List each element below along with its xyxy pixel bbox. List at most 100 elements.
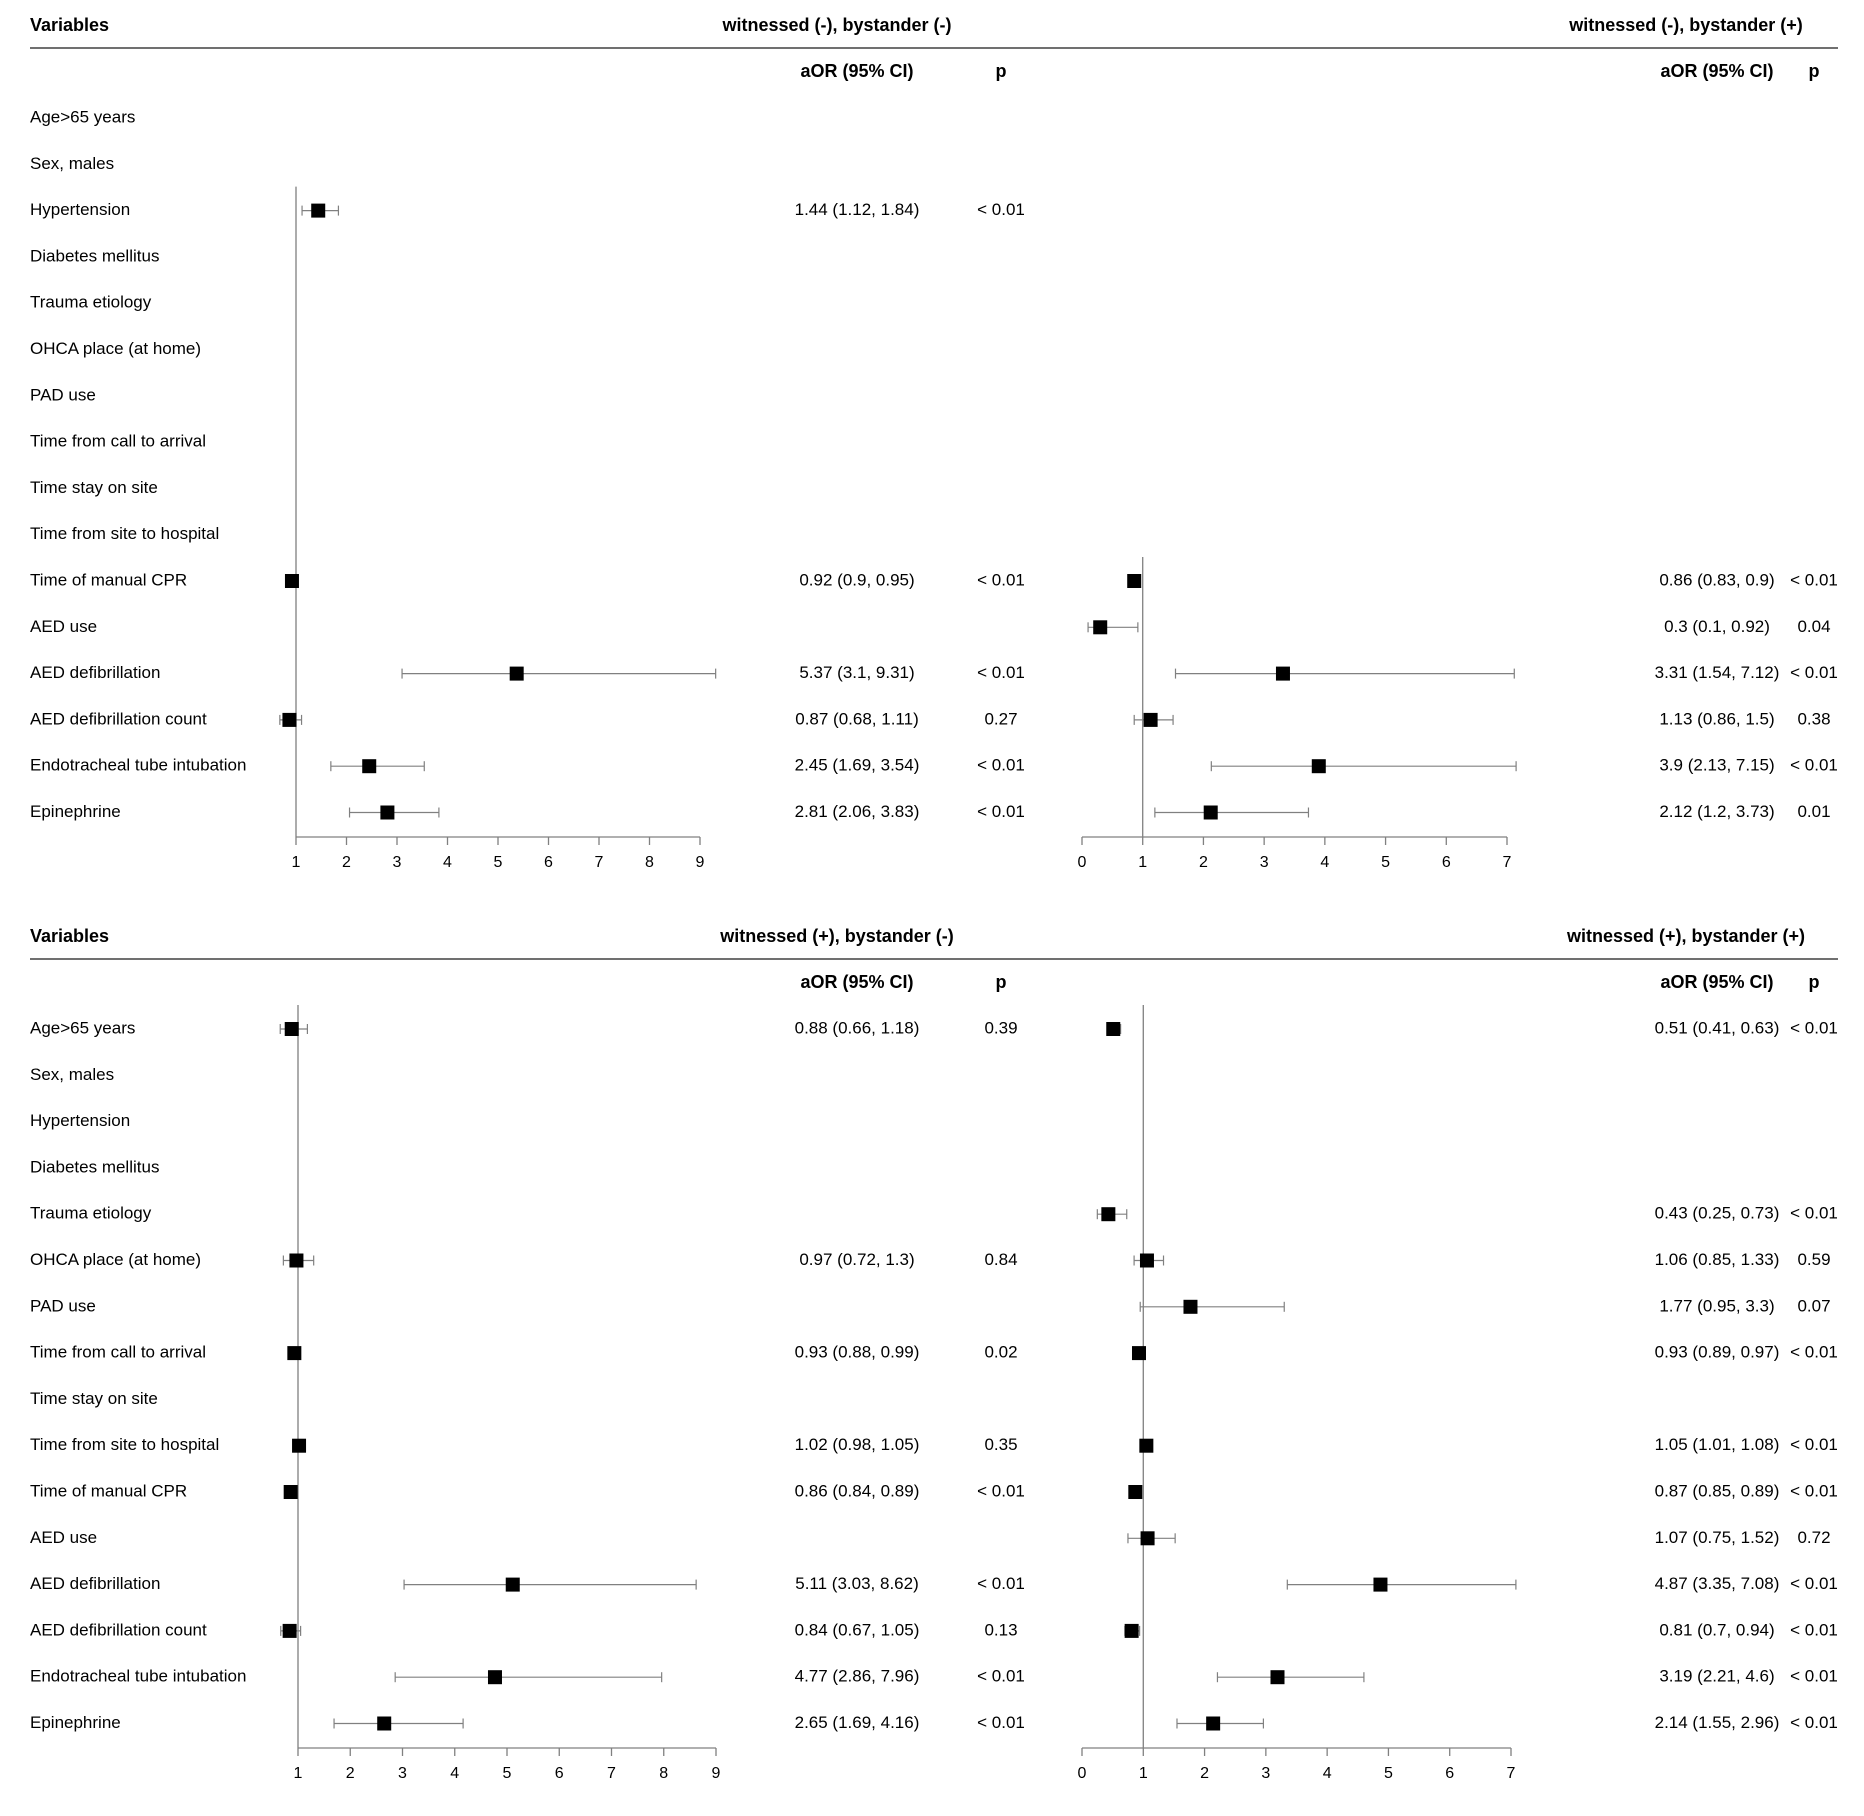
x-tick-label: 7 [1507,1765,1516,1782]
x-tick-label: 2 [1199,854,1208,871]
aor-value: 3.19 (2.21, 4.6) [1659,1667,1774,1686]
variables-header: Variables [30,926,109,946]
x-tick-label: 5 [1381,854,1390,871]
aor-value: 1.06 (0.85, 1.33) [1655,1250,1780,1269]
p-value: < 0.01 [977,802,1025,821]
p-value: < 0.01 [1790,1435,1838,1454]
p-value: < 0.01 [977,1713,1025,1732]
x-tick-label: 4 [1320,854,1329,871]
aor-value: 1.77 (0.95, 3.3) [1659,1296,1774,1315]
p-value: < 0.01 [1790,570,1838,589]
x-tick-label: 5 [494,854,503,871]
aor-value: 5.37 (3.1, 9.31) [799,663,914,682]
left-p-header: p [996,61,1007,81]
aor-value: 1.07 (0.75, 1.52) [1655,1528,1780,1547]
p-value: 0.59 [1797,1250,1830,1269]
variable-label: Hypertension [30,1111,130,1130]
point-estimate-marker [283,1485,298,1499]
variable-label: Diabetes mellitus [30,1157,159,1176]
variable-label: Endotracheal tube intubation [30,1667,246,1686]
variable-label: OHCA place (at home) [30,339,201,358]
point-estimate-marker [287,1346,302,1361]
x-tick-label: 2 [346,1765,355,1782]
p-value: < 0.01 [977,1481,1025,1500]
x-tick-label: 7 [595,854,604,871]
aor-value: 0.87 (0.68, 1.11) [795,709,919,728]
variable-label: PAD use [30,385,96,404]
variable-label: AED use [30,1528,97,1547]
point-estimate-marker [1275,666,1290,681]
variables-header: Variables [30,15,109,35]
p-value: < 0.01 [977,756,1025,775]
aor-value: 0.93 (0.89, 0.97) [1655,1343,1780,1362]
p-value: < 0.01 [1790,1713,1838,1732]
point-estimate-marker [1311,759,1326,774]
point-estimate-marker [1139,1438,1154,1453]
variable-label: Time stay on site [30,478,158,497]
point-estimate-marker [1140,1531,1155,1546]
aor-value: 0.86 (0.83, 0.9) [1659,570,1774,589]
left-aor-header: aOR (95% CI) [800,972,913,992]
x-tick-label: 3 [1261,1765,1270,1782]
variable-label: AED defibrillation count [30,1620,207,1639]
left-p-header: p [996,972,1007,992]
variable-label: AED defibrillation [30,1574,160,1593]
p-value: 0.35 [984,1435,1017,1454]
aor-value: 1.02 (0.98, 1.05) [795,1435,920,1454]
point-estimate-marker [362,759,377,774]
variable-label: Age>65 years [30,107,135,126]
variable-label: Hypertension [30,200,130,219]
p-value: < 0.01 [1790,663,1838,682]
point-estimate-marker [1128,1485,1143,1499]
x-tick-label: 7 [1503,854,1512,871]
variable-label: PAD use [30,1296,96,1315]
aor-value: 2.65 (1.69, 4.16) [795,1713,920,1732]
right-group-title: witnessed (+), bystander (+) [1566,926,1805,946]
x-tick-label: 9 [712,1765,721,1782]
aor-value: 0.84 (0.67, 1.05) [795,1620,920,1639]
variable-label: AED defibrillation count [30,709,207,728]
variable-label: Trauma etiology [30,293,152,312]
x-tick-label: 5 [503,1765,512,1782]
aor-value: 0.87 (0.85, 0.89) [1655,1481,1780,1500]
p-value: < 0.01 [1790,1667,1838,1686]
x-tick-label: 6 [1442,854,1451,871]
aor-value: 0.3 (0.1, 0.92) [1664,617,1770,636]
right-p-header: p [1809,972,1820,992]
aor-value: 0.86 (0.84, 0.89) [795,1481,920,1500]
point-estimate-marker [1131,1346,1146,1361]
aor-value: 0.81 (0.7, 0.94) [1659,1620,1774,1639]
variable-label: Time stay on site [30,1389,158,1408]
aor-value: 1.44 (1.12, 1.84) [795,200,920,219]
variable-label: Endotracheal tube intubation [30,756,246,775]
aor-value: 0.97 (0.72, 1.3) [799,1250,914,1269]
point-estimate-marker [292,1438,307,1453]
p-value: < 0.01 [977,1574,1025,1593]
right-group-title: witnessed (-), bystander (+) [1568,15,1803,35]
variable-label: Epinephrine [30,1713,121,1732]
point-estimate-marker [1127,574,1142,588]
x-tick-label: 9 [696,854,705,871]
x-tick-label: 2 [342,854,351,871]
p-value: 0.38 [1797,709,1830,728]
aor-value: 0.43 (0.25, 0.73) [1655,1204,1780,1223]
x-tick-label: 5 [1384,1765,1393,1782]
p-value: 0.02 [984,1343,1017,1362]
x-tick-label: 1 [294,1765,303,1782]
point-estimate-marker [1206,1716,1221,1731]
point-estimate-marker [377,1716,392,1731]
aor-value: 2.45 (1.69, 3.54) [795,756,920,775]
variable-label: Time of manual CPR [30,570,187,589]
point-estimate-marker [1373,1577,1388,1592]
aor-value: 4.87 (3.35, 7.08) [1655,1574,1780,1593]
x-tick-label: 1 [1139,1765,1148,1782]
variable-label: Diabetes mellitus [30,246,159,265]
variable-label: AED use [30,617,97,636]
aor-value: 0.92 (0.9, 0.95) [799,570,914,589]
variable-label: Time from call to arrival [30,1343,206,1362]
point-estimate-marker [487,1670,502,1685]
point-estimate-marker [311,203,326,218]
x-tick-label: 1 [292,854,301,871]
x-tick-label: 0 [1078,854,1087,871]
